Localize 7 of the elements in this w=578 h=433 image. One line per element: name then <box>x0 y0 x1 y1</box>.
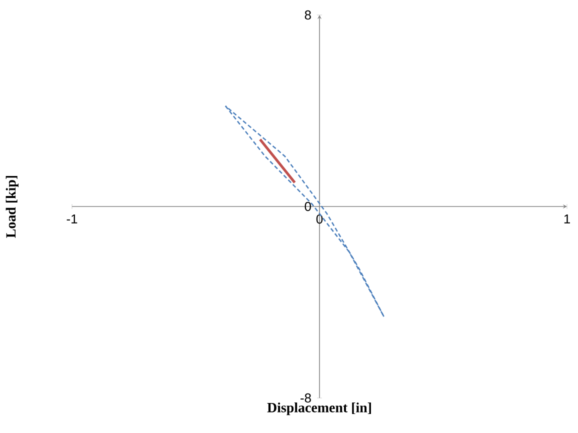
x-tick-label: -1 <box>66 214 78 224</box>
y-tick-label: -8 <box>300 393 311 403</box>
y-tick-label: 8 <box>304 10 311 20</box>
x-tick-label: 1 <box>564 214 570 224</box>
x-axis-title: Displacement [in] <box>267 402 371 416</box>
y-tick-label: 0 <box>304 202 311 212</box>
y-axis-title: Load [kip] <box>6 176 18 238</box>
